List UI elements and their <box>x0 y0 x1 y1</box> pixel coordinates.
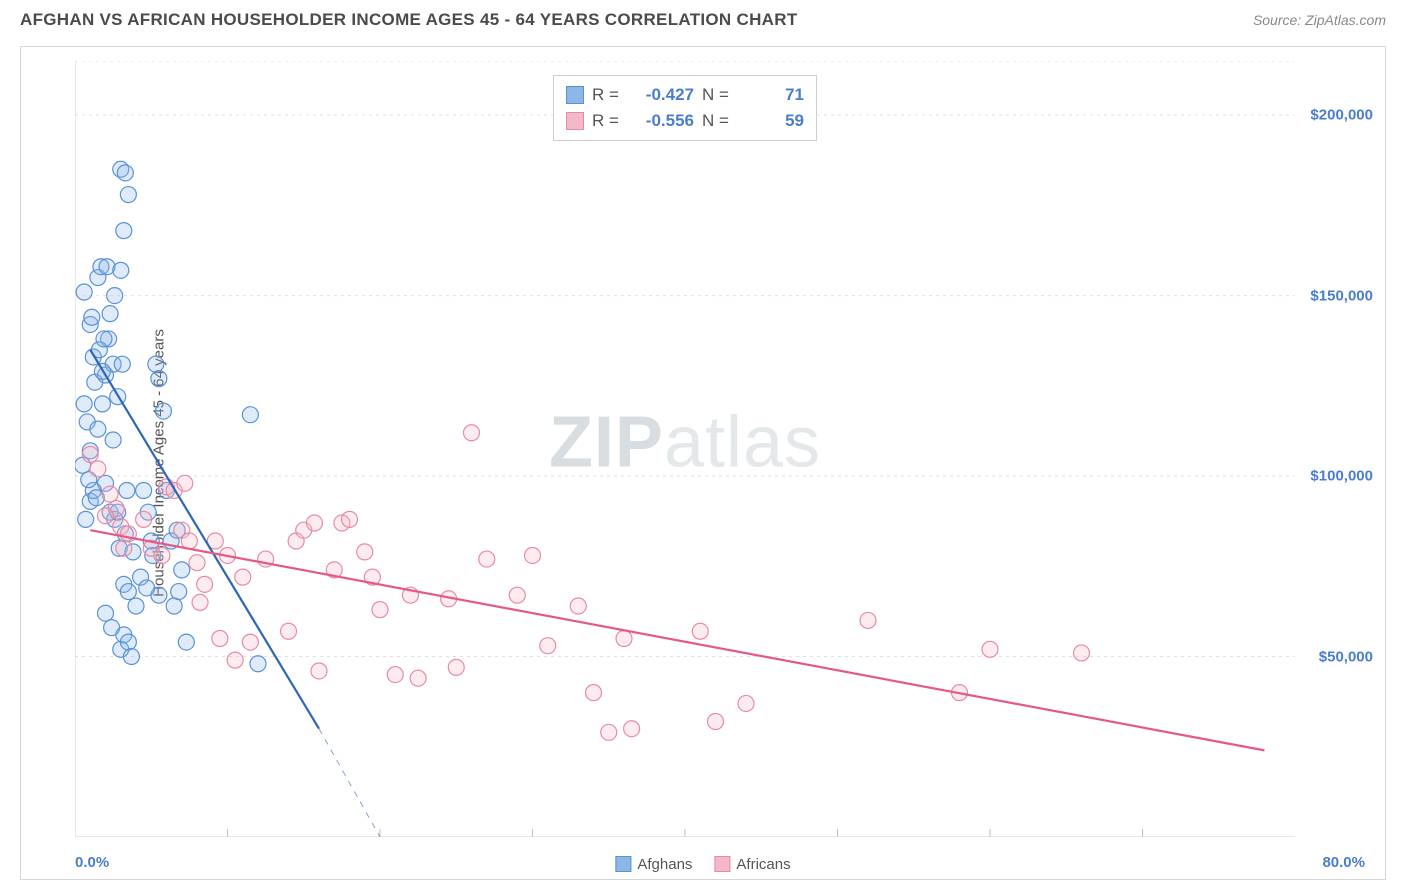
stats-row-africans: R = -0.556 N = 59 <box>566 108 804 134</box>
swatch-afghans-bottom-icon <box>615 856 631 872</box>
stats-legend: R = -0.427 N = 71 R = -0.556 N = 59 <box>553 75 817 141</box>
plot-area: ZIPatlas R = -0.427 N = 71 R = -0.556 N … <box>75 61 1295 837</box>
y-tick-label: $50,000 <box>1319 648 1373 665</box>
swatch-afghans-icon <box>566 86 584 104</box>
y-tick-label: $150,000 <box>1310 287 1373 304</box>
chart-title: AFGHAN VS AFRICAN HOUSEHOLDER INCOME AGE… <box>20 10 798 30</box>
stat-n-value-afghans: 71 <box>744 85 804 105</box>
stat-n-label-2: N = <box>702 111 736 131</box>
chart-source: Source: ZipAtlas.com <box>1253 12 1386 28</box>
stat-n-label: N = <box>702 85 736 105</box>
legend-label-afghans: Afghans <box>637 856 692 873</box>
stat-n-value-africans: 59 <box>744 111 804 131</box>
legend-label-africans: Africans <box>736 856 790 873</box>
stats-row-afghans: R = -0.427 N = 71 <box>566 82 804 108</box>
x-axis-max: 80.0% <box>1322 854 1365 871</box>
chart-container: Householder Income Ages 45 - 64 years ZI… <box>20 46 1386 880</box>
series-legend: Afghans Africans <box>615 856 790 873</box>
stat-r-value-afghans: -0.427 <box>634 85 694 105</box>
stat-r-label: R = <box>592 85 626 105</box>
legend-item-afghans: Afghans <box>615 856 692 873</box>
stat-r-label-2: R = <box>592 111 626 131</box>
x-axis-min: 0.0% <box>75 854 109 871</box>
chart-header: AFGHAN VS AFRICAN HOUSEHOLDER INCOME AGE… <box>0 0 1406 36</box>
legend-item-africans: Africans <box>714 856 790 873</box>
swatch-africans-icon <box>566 112 584 130</box>
y-tick-label: $200,000 <box>1310 107 1373 124</box>
swatch-africans-bottom-icon <box>714 856 730 872</box>
stat-r-value-africans: -0.556 <box>634 111 694 131</box>
y-tick-label: $100,000 <box>1310 468 1373 485</box>
plot-svg <box>75 61 1295 837</box>
